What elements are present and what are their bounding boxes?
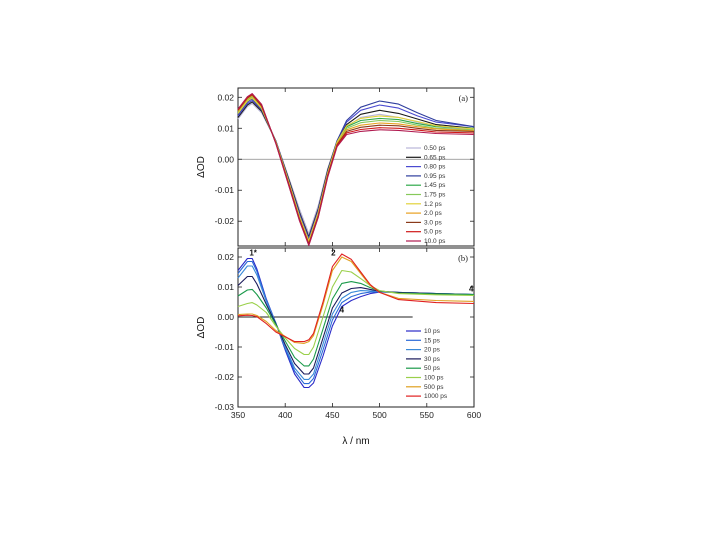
x-tick-label: 500	[373, 410, 387, 420]
legend-label: 1.45 ps	[424, 182, 446, 189]
panel-label: (b)	[458, 253, 468, 263]
x-tick-label: 400	[278, 410, 292, 420]
y-tick-label: -0.01	[215, 185, 235, 195]
annotation-label: 2	[331, 249, 336, 258]
series-line-2	[237, 260, 475, 385]
legend-label: 0.65 ps	[424, 154, 446, 161]
y-tick-label: 0.01	[217, 123, 234, 133]
y-tick-label: 0.00	[217, 312, 234, 322]
panel-b: 350 400 450 500 550 600 -0.03 -0.02 -0.01 0.00 0.0…	[196, 247, 481, 420]
panel-label: (a)	[459, 93, 469, 103]
legend-label: 1000 ps	[424, 393, 448, 400]
y-tick-label: 0.01	[217, 282, 234, 292]
y-axis-title: ΔOD	[196, 156, 207, 178]
series-line-6	[237, 269, 475, 356]
x-tick-label: 450	[325, 410, 339, 420]
legend-label: 0.80 ps	[424, 164, 446, 171]
legend-label: 50 ps	[424, 365, 441, 372]
legend-label: 15 ps	[424, 337, 441, 344]
y-tick-label: -0.03	[215, 402, 235, 412]
x-tick-label: 350	[231, 410, 245, 420]
annotation-label: 4	[469, 285, 474, 294]
annotation-label: 4	[340, 306, 345, 315]
legend-label: 1.2 ps	[424, 201, 442, 208]
y-tick-label: -0.02	[215, 216, 235, 226]
x-axis-title: λ / nm	[342, 436, 369, 447]
legend-label: 0.95 ps	[424, 173, 446, 180]
legend-label: 5.0 ps	[424, 229, 442, 236]
y-axis-title: ΔOD	[196, 317, 207, 339]
x-tick-label: 550	[420, 410, 434, 420]
y-tick-label: 0.02	[217, 252, 234, 262]
y-tick-label: -0.02	[215, 372, 235, 382]
y-tick-label: 0.00	[217, 154, 234, 164]
plot-frame	[237, 247, 475, 408]
annotation-label: 1*	[249, 249, 257, 258]
legend-label: 20 ps	[424, 347, 441, 354]
series-line-11	[237, 93, 475, 246]
series-line-3	[237, 265, 475, 380]
series-line-1	[237, 257, 475, 389]
x-tick-label: 600	[467, 410, 481, 420]
series-line-8	[237, 253, 475, 343]
plot-frame	[237, 87, 475, 247]
y-tick-label: 0.02	[217, 92, 234, 102]
legend-label: 10.0 ps	[424, 238, 446, 245]
legend-label: 3.0 ps	[424, 219, 442, 226]
legend-label: 10 ps	[424, 328, 441, 335]
legend-label: 500 ps	[424, 384, 444, 391]
legend-label: 0.50 ps	[424, 145, 446, 152]
y-tick-label: -0.01	[215, 342, 235, 352]
panel-a: -0.02 -0.01 0.00 0.01 0.02 ΔOD (a) 0.50 ps 0.65 …	[196, 87, 475, 247]
legend-label: 2.0 ps	[424, 210, 442, 217]
legend-label: 30 ps	[424, 356, 441, 363]
legend-label: 1.75 ps	[424, 192, 446, 199]
legend-label: 100 ps	[424, 375, 444, 382]
